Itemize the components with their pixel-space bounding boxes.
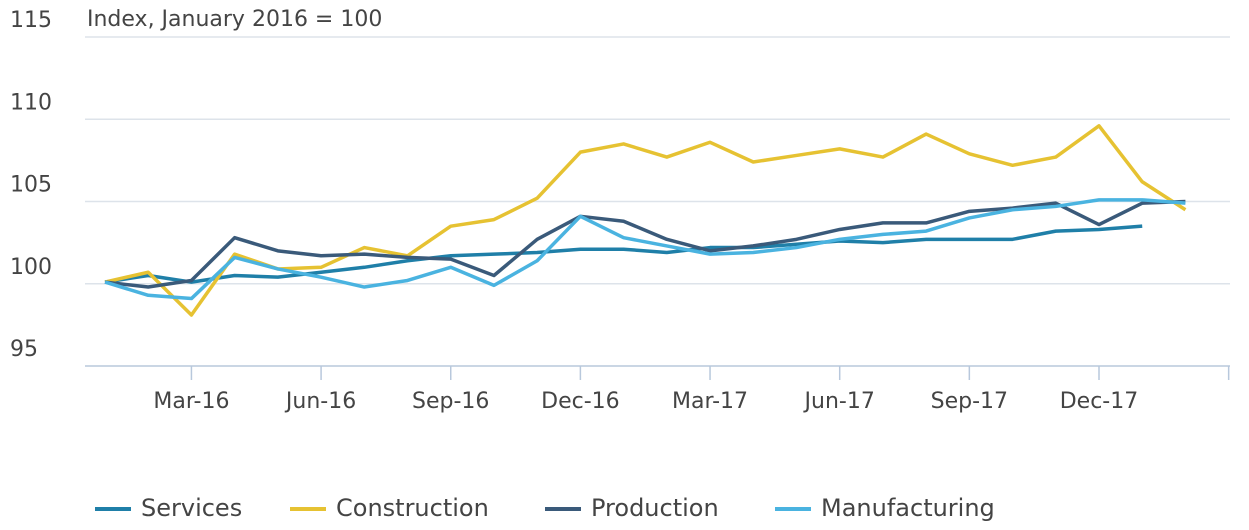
y-tick-label: 115: [10, 8, 52, 33]
y-tick-label: 100: [10, 255, 52, 280]
x-tick-label: Mar-16: [153, 389, 229, 414]
legend-label: Production: [591, 494, 719, 522]
legend-label: Construction: [336, 494, 489, 522]
y-tick-label: 105: [10, 173, 52, 198]
x-tick-label: Jun-17: [803, 389, 875, 414]
line-series: [104, 224, 1143, 284]
legend-label: Services: [141, 494, 242, 522]
y-tick-label: 95: [10, 337, 38, 362]
x-tick-label: Mar-17: [672, 389, 748, 414]
y-axis-label: Index, January 2016 = 100: [87, 7, 382, 32]
x-tick-label: Sep-16: [412, 389, 489, 414]
x-tick-label: Dec-16: [541, 389, 620, 414]
line-series: [104, 124, 1187, 317]
x-tick-label: Jun-16: [284, 389, 356, 414]
line-series: [104, 199, 1186, 289]
legend-label: Manufacturing: [821, 494, 995, 522]
x-tick-label: Dec-17: [1060, 389, 1139, 414]
y-tick-label: 110: [10, 90, 52, 115]
line-series: [104, 198, 1186, 301]
x-tick-label: Sep-17: [931, 389, 1008, 414]
